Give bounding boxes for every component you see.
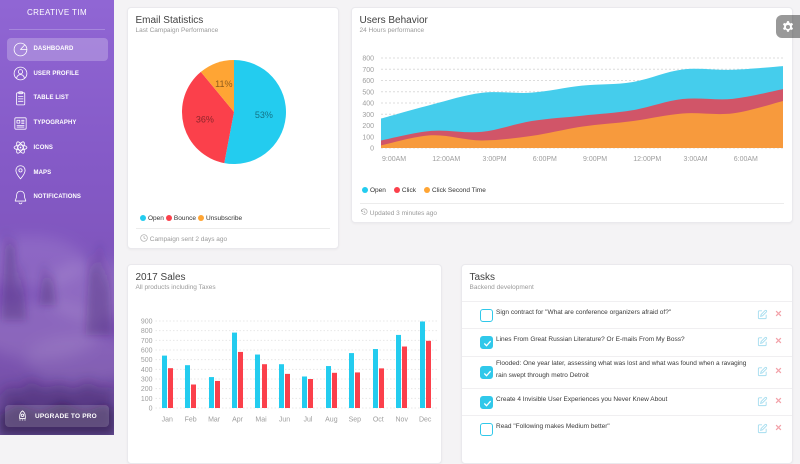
svg-text:100: 100 [362,134,374,141]
svg-text:Mai: Mai [255,417,267,424]
svg-text:12:00AM: 12:00AM [432,156,460,163]
svg-text:500: 500 [362,89,374,96]
svg-text:Jul: Jul [303,417,312,424]
svg-text:Nov: Nov [396,417,409,424]
svg-text:11%: 11% [215,79,232,89]
svg-text:700: 700 [362,67,374,74]
svg-text:600: 600 [141,348,153,355]
svg-text:200: 200 [141,386,153,393]
svg-text:6:00AM: 6:00AM [734,156,758,163]
svg-text:9:00PM: 9:00PM [583,156,607,163]
svg-text:300: 300 [141,377,153,384]
svg-text:Jan: Jan [162,417,173,424]
svg-text:36%: 36% [196,115,214,125]
svg-text:Mar: Mar [208,417,221,424]
svg-text:3:00PM: 3:00PM [483,156,507,163]
svg-text:9:00AM: 9:00AM [382,156,406,163]
svg-text:800: 800 [362,56,374,63]
svg-text:0: 0 [149,406,153,413]
svg-text:Jun: Jun [279,417,290,424]
svg-text:6:00PM: 6:00PM [533,156,557,163]
svg-text:Feb: Feb [185,417,197,424]
svg-text:Aug: Aug [325,417,338,424]
svg-text:0: 0 [370,146,374,153]
svg-text:500: 500 [141,357,153,364]
svg-text:3:00AM: 3:00AM [684,156,708,163]
svg-text:300: 300 [362,112,374,119]
svg-text:800: 800 [141,328,153,335]
svg-text:400: 400 [141,367,153,374]
svg-text:Apr: Apr [232,417,244,424]
svg-text:400: 400 [362,101,374,108]
svg-text:12:00PM: 12:00PM [633,156,661,163]
svg-text:Oct: Oct [373,417,384,424]
svg-text:600: 600 [362,78,374,85]
svg-text:200: 200 [362,123,374,130]
svg-text:700: 700 [141,338,153,345]
svg-text:900: 900 [141,319,153,326]
svg-text:Sep: Sep [349,417,362,424]
svg-text:100: 100 [141,396,153,403]
svg-text:53%: 53% [255,110,273,120]
svg-text:Dec: Dec [419,417,432,424]
